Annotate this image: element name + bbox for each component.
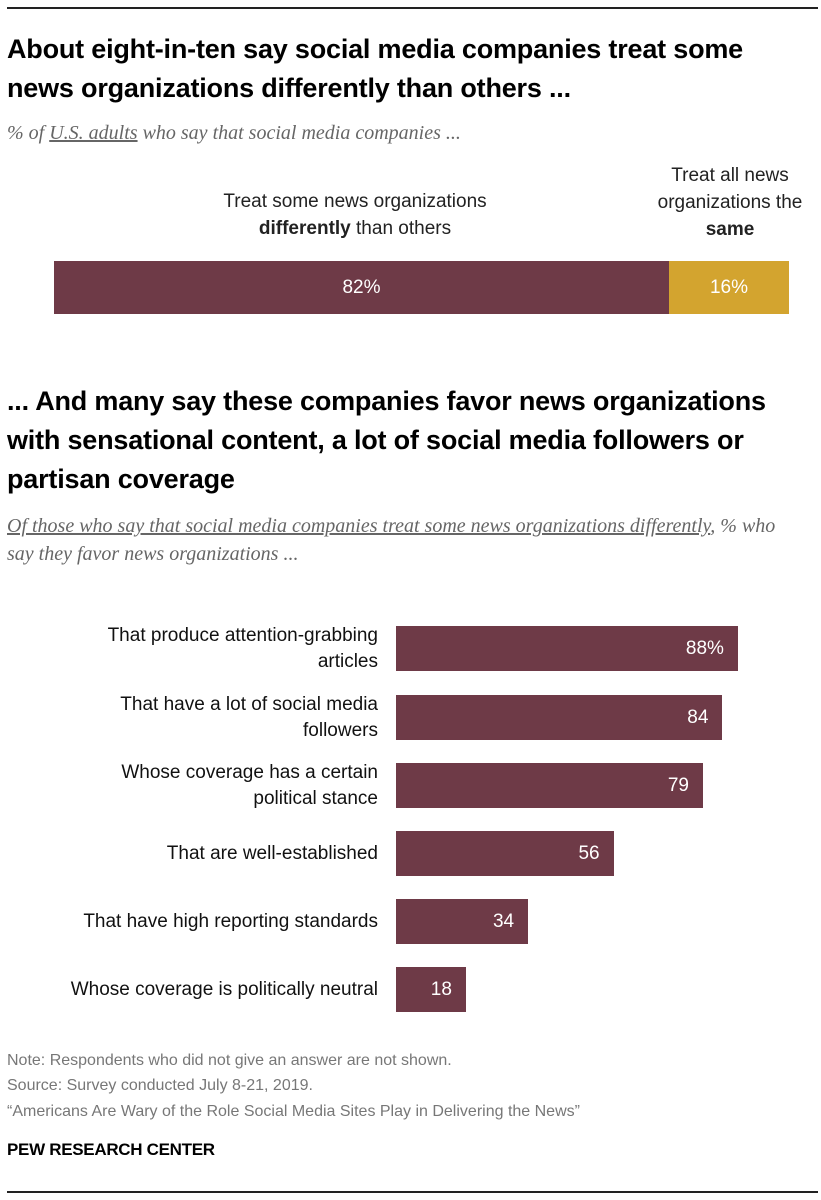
category-label: That have high reporting standards (0, 909, 378, 935)
category-label: That have a lot of social media followers (0, 692, 378, 744)
label-line: organizations the (657, 192, 803, 213)
bar (396, 967, 466, 1012)
bar-value-label: 34 (492, 911, 515, 932)
bar (396, 626, 738, 671)
category-label: That are well-established (0, 841, 378, 867)
category-label: Whose coverage is politically neutral (0, 977, 378, 1003)
bottom-rule (7, 1191, 818, 1193)
category-label-line: articles (317, 650, 378, 672)
category-label-line: That have high reporting standards (83, 910, 378, 932)
segment-label: 16% (709, 277, 749, 298)
chart2-subtitle: Of those who say that social media compa… (7, 512, 787, 568)
category-label-line: That are well-established (166, 842, 378, 864)
category-label-line: That have a lot of social media (120, 693, 378, 715)
label-line: Treat all news (671, 165, 789, 186)
segment-label: 82% (342, 277, 381, 298)
note: Note: Respondents who did not give an an… (7, 1052, 452, 1069)
subtitle-suffix: who say that social media companies ... (137, 122, 461, 144)
category-label-line: Whose coverage is politically neutral (70, 978, 378, 1000)
subtitle-underlined: U.S. adults (49, 122, 138, 144)
subtitle-suffix: , % who say they favor news organization… (7, 515, 776, 565)
chart2-title: ... And many say these companies favor n… (7, 386, 766, 494)
top-rule (7, 7, 818, 9)
bar-value-label: 18 (430, 979, 452, 1000)
stacked-segment (54, 261, 669, 314)
series-label-differently: Treat some news organizations differentl… (180, 188, 530, 242)
brand-logo-text: PEW RESEARCH CENTER (7, 1140, 215, 1159)
subtitle-underlined: Of those who say that social media compa… (7, 515, 711, 537)
bar (396, 899, 529, 944)
stacked-segment (669, 261, 789, 314)
label-bold: same (705, 219, 755, 240)
label-bold: differently (258, 218, 351, 239)
source: Source: Survey conducted July 8-21, 2019… (7, 1077, 313, 1094)
chart1-title: About eight-in-ten say social media comp… (7, 34, 743, 103)
bar-value-label: 84 (687, 707, 709, 728)
category-label: Whose coverage has a certain political st… (0, 760, 378, 812)
subtitle-prefix: % of (7, 122, 50, 144)
bar-value-label: 88% (685, 638, 724, 659)
category-label-line: That produce attention-grabbing (107, 624, 378, 646)
report-title: “Americans Are Wary of the Role Social M… (7, 1103, 580, 1120)
series-label-same: Treat all news organizations the same (630, 162, 821, 243)
bar (396, 695, 723, 740)
chart1-subtitle: % of U.S. adults who say that social med… (7, 119, 461, 147)
category-label-line: followers (303, 719, 378, 741)
label-line: Treat some news organizations (223, 191, 487, 212)
category-label-line: Whose coverage has a certain (121, 761, 378, 783)
bar (396, 763, 703, 808)
category-label: That produce attention-grabbing articles (0, 623, 378, 675)
label-rest: than others (350, 218, 452, 239)
bar (396, 831, 614, 876)
category-label-line: political stance (253, 787, 378, 809)
label-line: differently than others (180, 215, 530, 242)
bar-value-label: 56 (578, 843, 600, 864)
bar-value-label: 79 (667, 775, 689, 796)
